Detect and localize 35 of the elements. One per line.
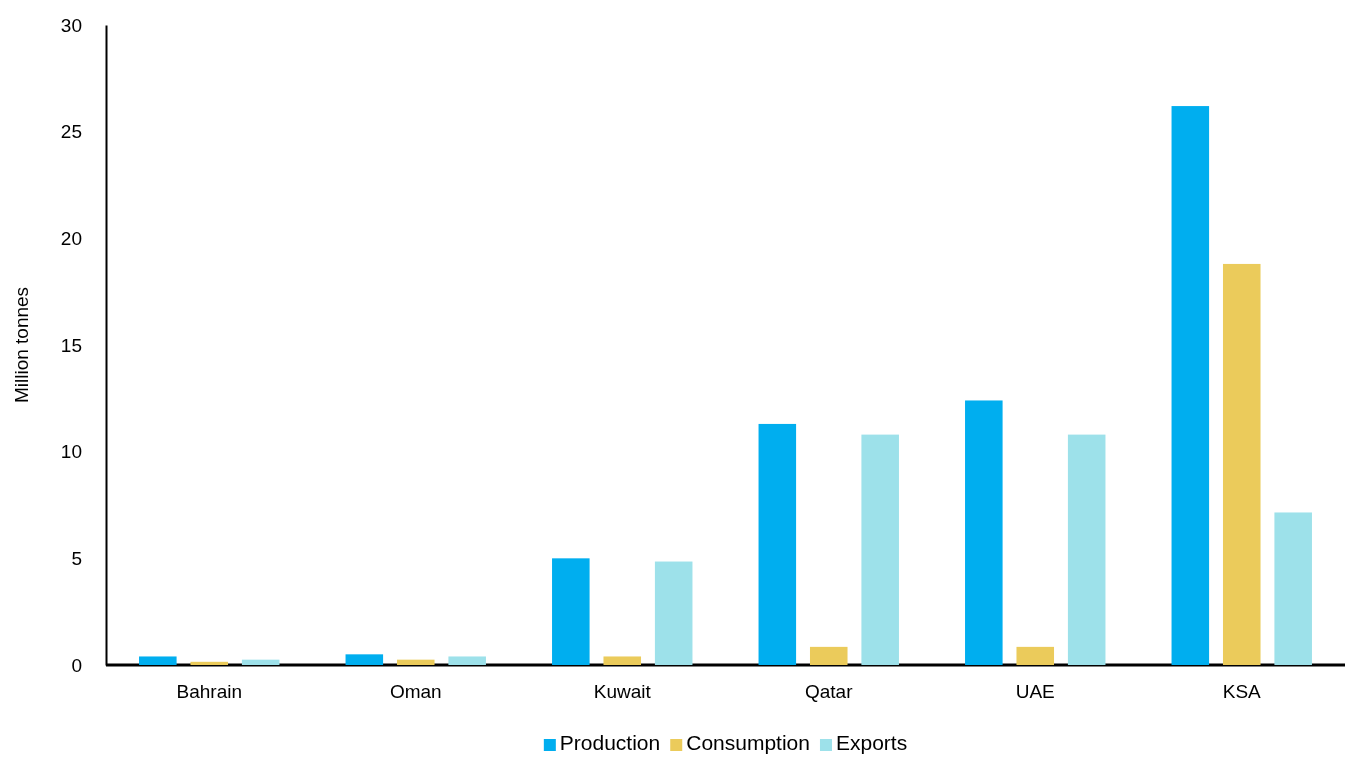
y-tick-label: 15 (60, 334, 82, 356)
bar (965, 400, 1003, 665)
bar (552, 558, 590, 665)
legend-label: Production (559, 731, 661, 754)
y-axis-title: Million tonnes (11, 286, 32, 404)
y-tick-label: 5 (71, 547, 82, 569)
bar (1274, 512, 1312, 665)
bar (139, 656, 177, 665)
x-tick-label: Oman (389, 681, 442, 703)
bar (603, 656, 642, 665)
x-tick-label: UAE (1015, 681, 1055, 703)
y-tick-label: 20 (60, 227, 82, 249)
bar (758, 423, 797, 665)
legend-label: Exports (835, 731, 908, 754)
y-tick-label: 0 (71, 654, 82, 676)
bar (1222, 263, 1261, 665)
bar (345, 654, 384, 665)
y-tick-label: 30 (60, 14, 82, 36)
bar (1067, 434, 1106, 665)
y-tick-label: 25 (60, 121, 82, 143)
legend-label: Consumption (686, 731, 810, 754)
bar (1016, 646, 1055, 665)
bar (861, 434, 899, 665)
y-tick-label: 10 (60, 441, 82, 463)
bar (190, 661, 229, 665)
x-tick-label: Kuwait (593, 681, 652, 703)
bar (448, 656, 486, 665)
bar (654, 561, 693, 665)
bar (809, 646, 848, 665)
bar (241, 659, 280, 665)
bar (396, 659, 435, 665)
x-tick-label: KSA (1222, 681, 1262, 703)
bar (1171, 106, 1210, 665)
x-tick-label: Qatar (804, 681, 854, 703)
x-tick-label: Bahrain (176, 681, 242, 703)
